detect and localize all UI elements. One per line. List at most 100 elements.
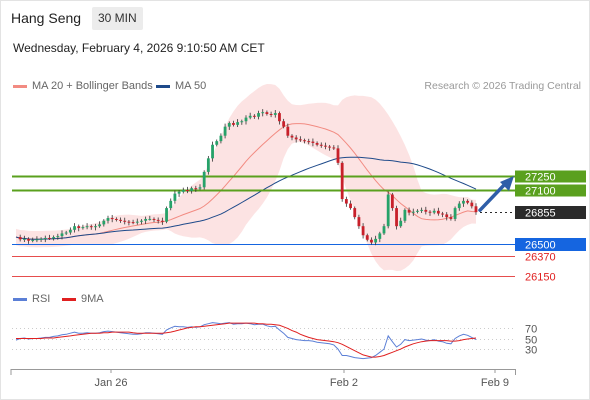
candle-body [324,145,327,147]
candle-body [290,135,294,138]
candle-body [244,117,248,122]
candle-body [370,239,373,243]
candle-body [85,226,89,228]
x-tick-label-1: Feb 2 [330,377,358,389]
candle-body [403,209,407,221]
timeframe-badge[interactable]: 30 MIN [92,7,143,30]
candle-body [177,191,181,194]
candle-body [119,219,122,221]
candle-body [432,210,436,213]
candle-body [106,218,110,221]
candle-body [386,194,390,227]
candle-body [407,209,411,213]
candle-body [399,220,403,227]
level-tag-26500 [515,238,586,251]
candle-body [81,227,85,229]
x-tick-label-2: Feb 9 [481,377,509,389]
candle-body [261,112,265,114]
candle-body [390,194,394,209]
candle-body [127,221,131,223]
legend-9ma: 9MA [62,293,104,305]
candle-body [173,193,177,201]
candle-body [361,226,365,236]
candle-body [344,199,348,204]
candle-body [232,123,235,125]
ma50-line [15,156,477,240]
legend-rsi-swatch [13,297,27,301]
candle-body [252,115,256,117]
candle-body [94,226,97,228]
candle-body [416,210,419,212]
instrument-title: Hang Seng [11,10,82,26]
rsi-tick-30: 30 [525,345,537,357]
candle-body [202,171,206,188]
candle-body [382,226,386,234]
candle-body [206,158,210,172]
candle-body [278,113,281,122]
level-label-27250: 27250 [525,172,556,184]
rsi-tick-70: 70 [525,324,537,336]
candle-body [294,137,298,140]
candle-body [257,113,260,117]
candle-body [357,217,361,227]
candle-body [424,209,428,212]
candle-body [198,187,202,189]
candle-body [43,237,47,239]
candle-body [22,238,26,240]
candle-body [190,188,194,191]
rsi-9ma-line [16,322,477,358]
legend-ma20-bollinger: MA 20 + Bollinger Bands [13,80,153,92]
candle-body [39,238,43,240]
legend-9ma-label: 9MA [81,293,104,305]
candle-body [273,113,277,115]
legend-ma50-swatch [156,84,170,88]
candle-body [102,220,106,225]
candle-body [395,208,398,227]
legend-ma50-label: MA 50 [175,80,207,92]
legend-ma20-swatch [13,84,27,88]
candle-body [449,217,453,219]
candle-body [165,208,168,222]
candle-body [236,122,240,125]
rsi-line [15,322,477,360]
candle-body [428,211,432,213]
candle-body [52,237,56,239]
candle-body [265,112,269,114]
candle-body [18,237,22,240]
candle-body [144,218,148,221]
candle-body [48,237,51,239]
candle-body [298,139,302,141]
candle-body [336,148,340,163]
candle-body [349,203,352,209]
candle-body [110,218,114,220]
candle-body [332,147,336,149]
level-label-26150: 26150 [525,272,556,284]
candle-body [135,221,139,223]
x-tick-label-0: Jan 26 [94,377,127,389]
forecast-arrow-head [500,176,514,191]
candle-body [123,220,127,222]
legend-ma20-label: MA 20 + Bollinger Bands [32,80,153,92]
legend-rsi-label: RSI [32,293,51,305]
candle-body [411,211,415,213]
candle-body [374,238,378,243]
candle-body [73,226,76,230]
candle-body [240,121,244,123]
candle-body [27,238,30,241]
candle-body [77,226,81,228]
candle-body [131,222,135,224]
candle-body [60,233,64,237]
candle-body [89,226,93,228]
candle-body [160,220,164,222]
bollinger-band [16,84,476,272]
candle-body [436,210,440,214]
level-label-27100: 27100 [525,186,556,198]
candle-body [223,126,227,136]
candle-body [311,141,315,143]
candle-body [453,208,457,219]
legend-ma50: MA 50 [156,80,206,92]
candle-body [319,144,323,146]
candle-body [114,218,118,220]
candle-body [303,140,306,142]
